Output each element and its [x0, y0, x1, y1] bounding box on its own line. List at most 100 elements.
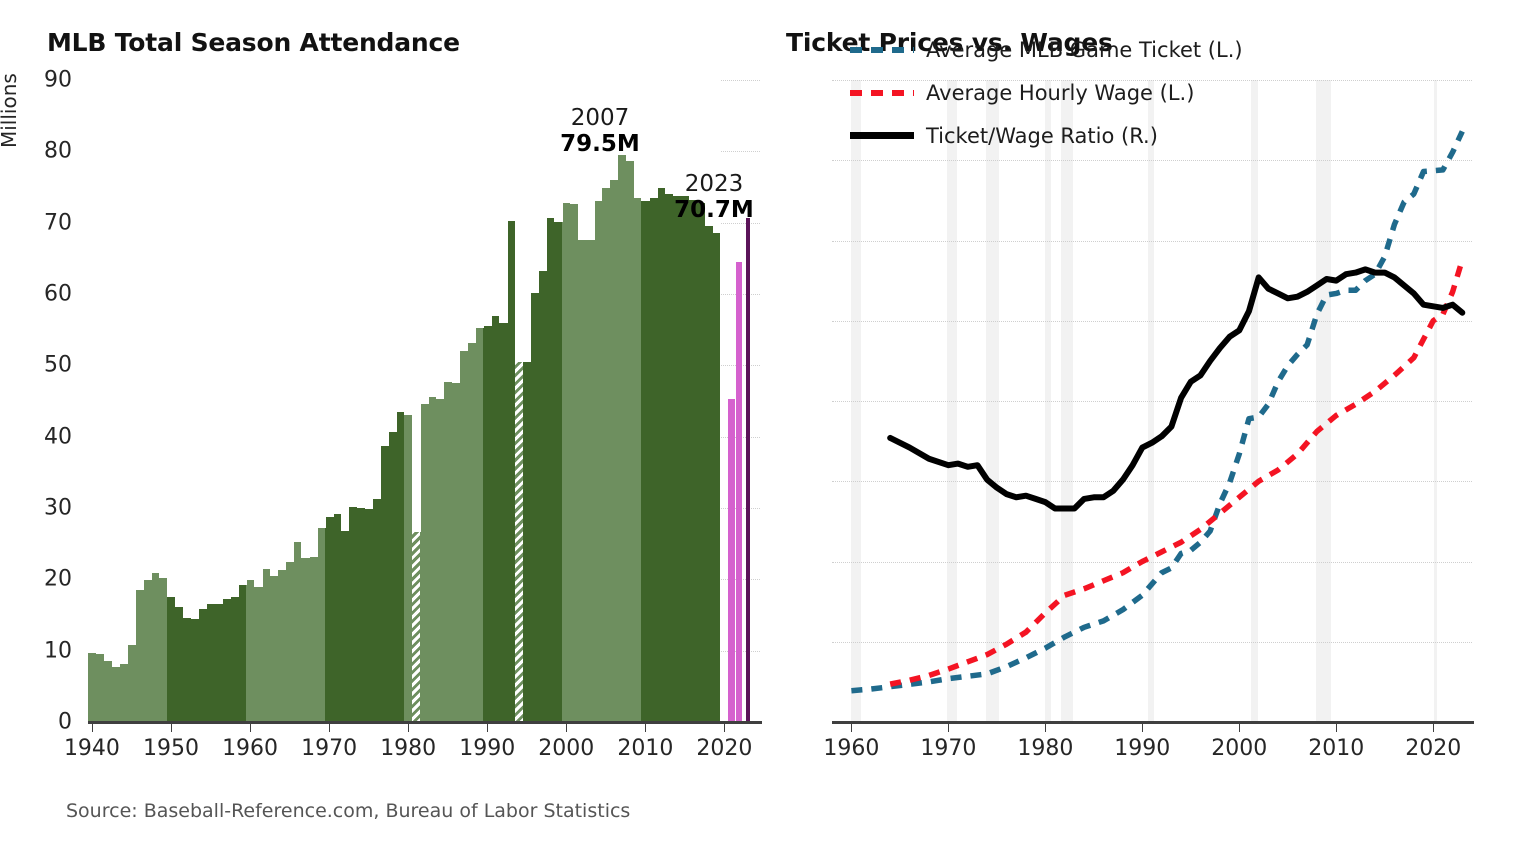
bar-mask: [269, 80, 279, 576]
bar-mask: [340, 80, 350, 531]
x-tick-label: 1970: [301, 736, 358, 761]
x-tick-mark: [948, 722, 950, 732]
gridline: [832, 401, 1472, 403]
bar-mask: [301, 80, 310, 558]
legend-ratio-swatch: [850, 132, 914, 139]
y-tick-label: 70: [44, 210, 72, 236]
gridline: [832, 561, 1472, 564]
y-tick-label: 0: [58, 709, 72, 735]
gridline: [832, 240, 1472, 243]
y-tick-label: 30: [44, 495, 72, 521]
x-tick-mark: [724, 722, 726, 732]
bar-mask: [443, 80, 453, 382]
legend-ratio-label: Ticket/Wage Ratio (R.): [926, 123, 1158, 148]
legend-ticket: Average MLB Game Ticket (L.): [850, 28, 1243, 71]
bar-mask: [633, 80, 642, 199]
ticket-wages-chart-panel: Ticket Prices vs. Wages $0 $5 $10 $15 $20 $25…: [768, 0, 1536, 845]
bar-mask: [625, 80, 635, 162]
legend-wage-label: Average Hourly Wage (L.): [926, 80, 1195, 105]
x-tick-mark: [645, 722, 647, 732]
page-title-attendance: MLB Total Season Attendance: [47, 28, 460, 57]
y-tick-label: 60: [44, 281, 72, 307]
y-tick-label-dollars: $25: [1530, 308, 1536, 333]
bar-mask: [586, 80, 595, 240]
bar-mask: [190, 80, 200, 620]
bar-mask: [103, 80, 113, 661]
bar-mask: [309, 80, 318, 558]
y-tick-label-dollars: $40: [1530, 68, 1536, 93]
bar-mask: [412, 80, 421, 533]
bar-mask: [277, 80, 287, 571]
bar-mask: [396, 80, 405, 412]
series-line-1: [889, 258, 1465, 687]
x-tick-mark: [250, 722, 252, 732]
y-tick-label-dollars: $0: [1530, 710, 1536, 735]
bar-mask: [364, 80, 374, 510]
bar-mask: [680, 80, 690, 196]
bar-mask: [261, 80, 271, 570]
x-tick-mark: [566, 722, 568, 732]
bar-mask: [182, 80, 192, 618]
gridline: [832, 641, 1472, 644]
source-note: Source: Baseball-Reference.com, Bureau o…: [66, 800, 631, 822]
x-tick-label: 1940: [63, 736, 120, 761]
bar-mask: [198, 80, 208, 609]
bar-mask: [617, 80, 627, 155]
x-tick-mark: [91, 722, 93, 732]
x-tick-label: 2010: [1308, 736, 1365, 761]
legend-wage: Average Hourly Wage (L.): [850, 71, 1243, 114]
bar-mask: [230, 80, 239, 598]
y-tick-label: 10: [44, 638, 72, 664]
bar-mask: [673, 80, 682, 197]
annotation-value: 70.7M: [674, 196, 754, 223]
x-tick-mark: [329, 722, 331, 732]
bar-mask: [254, 80, 263, 588]
bar-mask: [435, 80, 445, 399]
y-tick-label-dollars: $35: [1530, 148, 1536, 173]
bar-mask: [317, 80, 326, 528]
bar-mask: [499, 80, 508, 324]
y-tick-label: 80: [44, 138, 72, 164]
bar-mask: [214, 80, 223, 605]
y-tick-label-dollars: $30: [1530, 228, 1536, 253]
bar-mask: [143, 80, 152, 581]
bar-mask: [404, 80, 413, 416]
y-tick-label-dollars: $15: [1530, 469, 1536, 494]
bar-mask: [546, 80, 556, 219]
bar-mask: [459, 80, 469, 352]
y-tick-label: 20: [44, 566, 72, 592]
x-tick-label: 1980: [380, 736, 437, 761]
x-tick-mark: [1045, 722, 1047, 732]
bar-mask: [246, 80, 255, 581]
bar-mask: [665, 80, 674, 195]
bar-mask: [593, 80, 603, 202]
bar-mask: [578, 80, 587, 240]
series-line-0: [851, 130, 1465, 694]
bar-mask: [491, 80, 500, 317]
bar-mask: [475, 80, 484, 329]
y-tick-label: 50: [44, 352, 72, 378]
bar-hatched-1981: [412, 532, 421, 722]
bar-mask: [167, 80, 176, 598]
x-tick-label: 1990: [1114, 736, 1171, 761]
x-tick-label: 1960: [222, 736, 279, 761]
x-tick-mark: [487, 722, 489, 732]
bar-mask: [325, 80, 334, 518]
x-tick-mark: [851, 722, 853, 732]
x-tick-mark: [408, 722, 410, 732]
x-tick-label: 2020: [1405, 736, 1462, 761]
bar-mask: [704, 80, 714, 226]
x-tick-label: 2020: [696, 736, 753, 761]
bar-mask: [380, 80, 390, 446]
bar-mask: [285, 80, 295, 563]
bar-mask: [657, 80, 666, 189]
bar-mask: [95, 80, 105, 654]
bar-mask: [348, 80, 358, 508]
bar-mask: [712, 80, 722, 234]
bar-mask: [206, 80, 216, 604]
bar-mask: [333, 80, 342, 515]
gridline: [832, 320, 1472, 323]
bar-mask: [451, 80, 461, 384]
bar-mask: [135, 80, 144, 591]
